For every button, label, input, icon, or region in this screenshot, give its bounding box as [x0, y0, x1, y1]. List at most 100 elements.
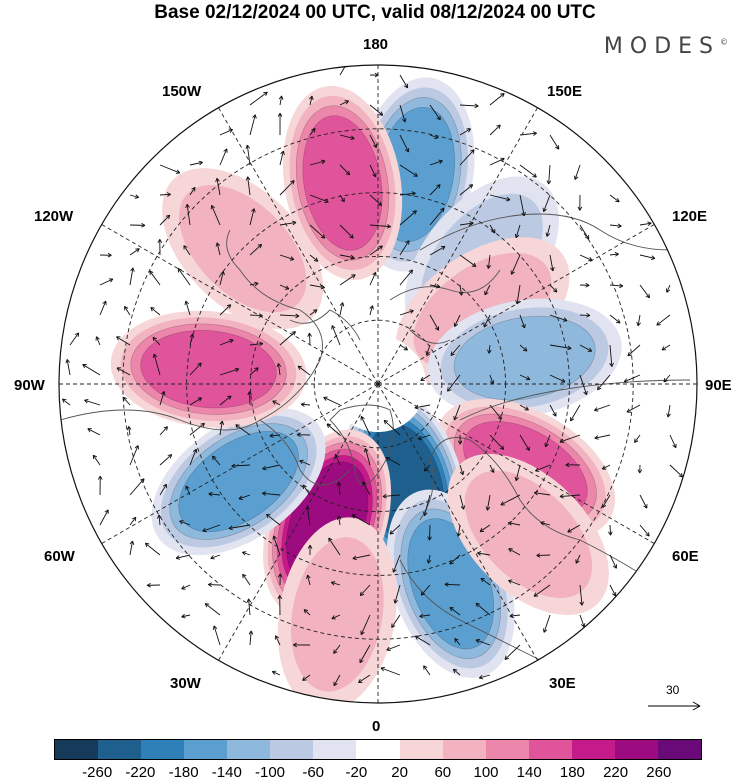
wind-arrowhead — [452, 668, 458, 674]
wind-arrow — [362, 481, 371, 496]
wind-arrowhead — [277, 595, 283, 600]
wind-arrow — [423, 665, 431, 676]
colorbar-tick-label: -140 — [211, 764, 242, 781]
wind-arrowhead — [312, 309, 318, 314]
wind-arrow — [399, 210, 417, 226]
wind-arrowhead — [506, 196, 511, 202]
wind-arrowhead — [440, 207, 445, 213]
wind-arrow — [535, 464, 551, 472]
wind-arrowhead — [453, 415, 458, 421]
wind-arrow — [279, 331, 296, 346]
wind-arrow — [457, 524, 461, 537]
wind-arrow — [515, 224, 521, 238]
wind-arrow — [189, 362, 202, 376]
wind-arrowhead — [423, 511, 428, 516]
wind-arrowhead — [328, 537, 333, 543]
wind-arrowhead — [274, 635, 280, 640]
colorbar-tick-label: -60 — [302, 764, 325, 781]
wind-arrowhead — [150, 307, 155, 312]
wind-arrowhead — [336, 515, 342, 520]
wind-arrowhead — [420, 591, 426, 596]
wind-arrow — [380, 667, 401, 676]
colorbar — [54, 739, 702, 760]
wind-arrow — [519, 374, 531, 381]
colorbar-swatch — [485, 740, 529, 759]
wind-arrowhead — [474, 103, 479, 109]
wind-arrow — [420, 374, 431, 381]
wind-arrow — [158, 514, 161, 526]
wind-arrow — [338, 515, 341, 526]
wind-arrow — [383, 419, 401, 436]
wind-arrow — [153, 353, 161, 376]
wind-arrowhead — [311, 128, 316, 133]
wind-arrow — [399, 240, 410, 256]
wind-arrow — [129, 540, 133, 556]
colorbar-swatch — [571, 740, 615, 759]
wind-arrow — [211, 205, 221, 226]
wind-arrow — [279, 95, 283, 106]
wind-arrowhead — [386, 646, 391, 652]
wind-arrow — [262, 492, 281, 496]
wind-arrow — [159, 391, 165, 406]
wind-arrow — [159, 483, 167, 496]
wind-arrowhead — [434, 326, 440, 331]
wind-arrowhead — [369, 305, 374, 310]
wind-arrow — [609, 224, 622, 227]
wind-arrow — [369, 134, 377, 148]
wind-arrow — [297, 365, 311, 376]
wind-arrowhead — [269, 433, 274, 438]
wind-arrow — [272, 400, 281, 406]
wind-arrowhead — [475, 638, 481, 644]
wind-arrow — [149, 270, 161, 286]
wind-arrow — [235, 424, 251, 436]
wind-arrow — [189, 161, 203, 166]
wind-arrowhead — [614, 252, 619, 257]
wind-arrowhead — [378, 111, 384, 116]
wind-arrowhead — [229, 338, 234, 344]
wind-arrow — [331, 581, 341, 586]
wind-arrow — [516, 284, 521, 305]
wind-arrowhead — [231, 463, 236, 469]
wind-arrow — [609, 314, 621, 324]
wind-arrowhead — [666, 413, 671, 418]
wind-arrowhead — [555, 145, 560, 150]
wind-arrowhead — [440, 246, 446, 251]
wind-arrow — [249, 630, 252, 646]
wind-arrow — [152, 337, 161, 346]
wind-arrow — [609, 194, 620, 203]
wind-arrowhead — [484, 290, 489, 296]
wind-arrow — [656, 314, 671, 326]
anomaly-contour — [291, 537, 384, 692]
lon-label-150w: 150W — [162, 83, 202, 100]
wind-arrowhead — [459, 470, 465, 476]
wind-arrowhead — [420, 376, 425, 382]
wind-arrow — [663, 374, 671, 383]
colorbar-swatch — [356, 740, 400, 759]
wind-arrow — [519, 434, 530, 451]
wind-arrowhead — [321, 159, 326, 165]
wind-arrowhead — [358, 678, 363, 684]
wind-arrow — [339, 274, 356, 286]
wind-arrowhead — [351, 514, 356, 519]
wind-arrow — [519, 194, 525, 216]
wind-arrowhead — [454, 638, 459, 643]
wind-arrow — [579, 314, 590, 316]
wind-arrowhead — [412, 210, 417, 215]
wind-arrowhead — [514, 476, 520, 482]
wind-arrow — [420, 584, 431, 596]
lon-label-60w: 60W — [44, 548, 75, 565]
wind-arrow — [333, 644, 341, 654]
wind-arrowhead — [405, 240, 410, 245]
wind-arrowhead — [525, 376, 531, 381]
wind-arrow — [309, 194, 329, 203]
wind-arrowhead — [163, 426, 168, 431]
wind-arrowhead — [508, 579, 513, 584]
wind-arrow — [549, 404, 557, 417]
wind-arrowhead — [131, 516, 137, 522]
wind-arrowhead — [514, 233, 520, 239]
wind-arrow — [508, 579, 521, 586]
wind-arrow — [560, 434, 581, 443]
wind-arrow — [519, 132, 537, 136]
wind-arrow — [219, 395, 232, 406]
wind-arrowhead — [612, 591, 617, 597]
